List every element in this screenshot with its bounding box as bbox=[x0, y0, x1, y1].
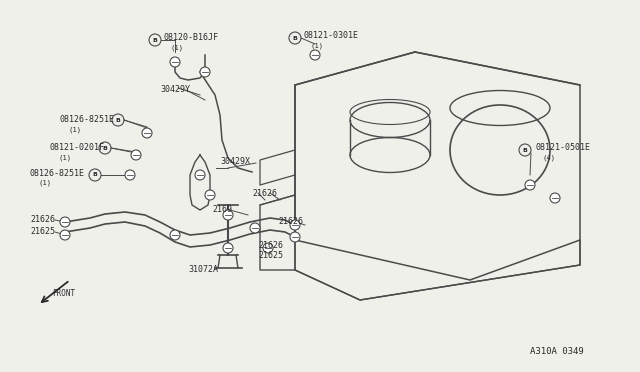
Text: 30429Y: 30429Y bbox=[160, 86, 190, 94]
Text: 21626: 21626 bbox=[252, 189, 277, 198]
Text: (1): (1) bbox=[310, 43, 323, 49]
Circle shape bbox=[60, 230, 70, 240]
Text: (4): (4) bbox=[542, 155, 555, 161]
Circle shape bbox=[125, 170, 135, 180]
Text: 21625: 21625 bbox=[258, 250, 283, 260]
Text: B: B bbox=[102, 145, 108, 151]
Text: 08126-8251E: 08126-8251E bbox=[60, 115, 115, 125]
Circle shape bbox=[205, 190, 215, 200]
Text: 21626: 21626 bbox=[30, 215, 55, 224]
Circle shape bbox=[223, 210, 233, 220]
Circle shape bbox=[290, 220, 300, 230]
Text: B: B bbox=[523, 148, 527, 153]
Text: 30429X: 30429X bbox=[220, 157, 250, 167]
Text: FRONT: FRONT bbox=[52, 289, 75, 298]
Circle shape bbox=[142, 128, 152, 138]
Circle shape bbox=[263, 243, 273, 253]
Text: B: B bbox=[292, 35, 298, 41]
Circle shape bbox=[290, 232, 300, 242]
Circle shape bbox=[550, 193, 560, 203]
Text: (1): (1) bbox=[58, 155, 71, 161]
Circle shape bbox=[170, 57, 180, 67]
Text: 08121-0301E: 08121-0301E bbox=[303, 31, 358, 39]
Text: 08121-0201F: 08121-0201F bbox=[50, 144, 105, 153]
Text: A310A 0349: A310A 0349 bbox=[530, 347, 584, 356]
Circle shape bbox=[223, 243, 233, 253]
Text: (1): (1) bbox=[170, 45, 183, 51]
Text: B: B bbox=[152, 38, 157, 42]
Circle shape bbox=[195, 170, 205, 180]
Text: 08121-0501E: 08121-0501E bbox=[535, 144, 590, 153]
Text: 08126-8251E: 08126-8251E bbox=[30, 169, 85, 177]
Text: 21625: 21625 bbox=[30, 228, 55, 237]
Text: 2169: 2169 bbox=[212, 205, 232, 215]
Circle shape bbox=[131, 150, 141, 160]
Text: 21626: 21626 bbox=[258, 241, 283, 250]
Circle shape bbox=[250, 223, 260, 233]
Text: (1): (1) bbox=[38, 180, 51, 186]
Text: 31072A: 31072A bbox=[188, 266, 218, 275]
Circle shape bbox=[525, 180, 535, 190]
Text: B: B bbox=[116, 118, 120, 122]
Circle shape bbox=[200, 67, 210, 77]
Text: 08120-B16JF: 08120-B16JF bbox=[163, 33, 218, 42]
Text: 21626: 21626 bbox=[278, 218, 303, 227]
Circle shape bbox=[60, 217, 70, 227]
Circle shape bbox=[310, 50, 320, 60]
Text: (1): (1) bbox=[68, 127, 81, 133]
Circle shape bbox=[170, 230, 180, 240]
Text: B: B bbox=[93, 173, 97, 177]
